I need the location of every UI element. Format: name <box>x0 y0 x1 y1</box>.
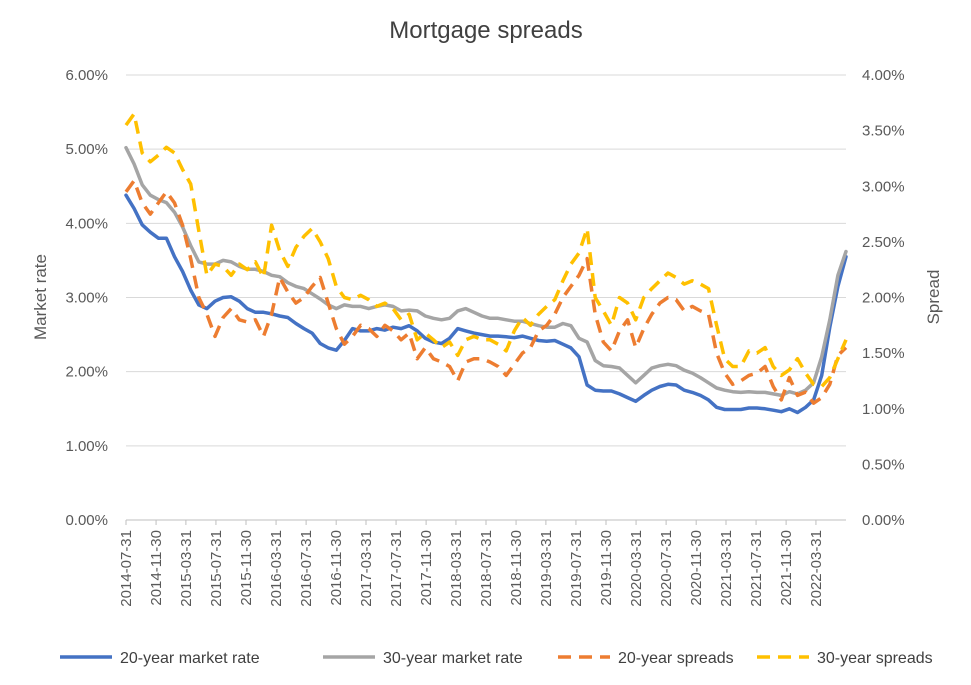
x-tick-label: 2018-03-31 <box>448 530 465 607</box>
right-tick-label: 3.50% <box>862 123 905 140</box>
left-tick-label: 1.00% <box>65 438 108 455</box>
right-tick-label: 0.50% <box>862 456 905 473</box>
x-tick-label: 2018-07-31 <box>478 530 495 607</box>
x-tick-label: 2021-07-31 <box>748 530 765 607</box>
left-tick-label: 5.00% <box>65 141 108 158</box>
right-tick-label: 0.00% <box>862 512 905 529</box>
x-tick-label: 2020-03-31 <box>628 530 645 607</box>
left-tick-label: 4.00% <box>65 215 108 232</box>
right-tick-label: 2.00% <box>862 290 905 307</box>
x-tick-label: 2017-03-31 <box>358 530 375 607</box>
series-layer <box>124 112 848 415</box>
series-line-0 <box>124 193 848 415</box>
legend-label-2: 20-year spreads <box>618 650 734 667</box>
x-tick-label: 2021-03-31 <box>718 530 735 607</box>
x-tick-label: 2020-11-30 <box>688 530 705 606</box>
left-tick-label: 6.00% <box>65 67 108 84</box>
x-tick-label: 2022-03-31 <box>808 530 825 607</box>
left-tick-label: 0.00% <box>65 512 108 529</box>
right-tick-label: 4.00% <box>862 67 905 84</box>
x-tick-label: 2014-11-30 <box>148 530 165 606</box>
x-tick-label: 2015-11-30 <box>238 530 255 606</box>
x-tick-label: 2014-07-31 <box>118 530 135 607</box>
right-tick-label: 2.50% <box>862 234 905 251</box>
x-tick-label: 2021-11-30 <box>778 530 795 606</box>
legend-label-3: 30-year spreads <box>817 650 933 667</box>
x-tick-label: 2019-07-31 <box>568 530 585 607</box>
series-line-2 <box>124 178 848 405</box>
x-axis-ticks: 2014-07-31 2014-11-30 2015-03-31 2015-07-31… <box>118 520 825 607</box>
left-tick-label: 3.00% <box>65 290 108 307</box>
x-tick-label: 2019-03-31 <box>538 530 555 607</box>
series-line-3 <box>124 112 848 389</box>
x-tick-label: 2018-11-30 <box>508 530 525 606</box>
left-tick-label: 2.00% <box>65 364 108 381</box>
legend-label-0: 20-year market rate <box>120 650 260 667</box>
legend-label-1: 30-year market rate <box>383 650 523 667</box>
x-tick-label: 2015-07-31 <box>208 530 225 607</box>
x-tick-label: 2016-11-30 <box>328 530 345 606</box>
x-tick-label: 2015-03-31 <box>178 530 195 607</box>
right-tick-label: 1.50% <box>862 345 905 362</box>
left-axis-ticks: 0.00% 1.00% 2.00% 3.00% 4.00% 5.00% 6.00% <box>65 67 108 529</box>
left-axis-title: Market rate <box>31 254 50 340</box>
right-tick-label: 3.00% <box>862 178 905 195</box>
x-tick-label: 2016-07-31 <box>298 530 315 607</box>
right-axis-ticks: 0.00% 0.50% 1.00% 1.50% 2.00% 2.50% 3.00% 3.50%… <box>862 67 905 529</box>
gridlines <box>126 74 846 521</box>
right-axis-title: Spread <box>924 270 943 325</box>
x-tick-label: 2016-03-31 <box>268 530 285 607</box>
legend: 20-year market rate 30-year market rate 20… <box>60 650 933 667</box>
right-tick-label: 1.00% <box>862 401 905 418</box>
chart-title: Mortgage spreads <box>389 17 582 44</box>
x-tick-label: 2017-07-31 <box>388 530 405 607</box>
x-tick-label: 2020-07-31 <box>658 530 675 607</box>
x-tick-label: 2019-11-30 <box>598 530 615 606</box>
x-tick-label: 2017-11-30 <box>418 530 435 606</box>
